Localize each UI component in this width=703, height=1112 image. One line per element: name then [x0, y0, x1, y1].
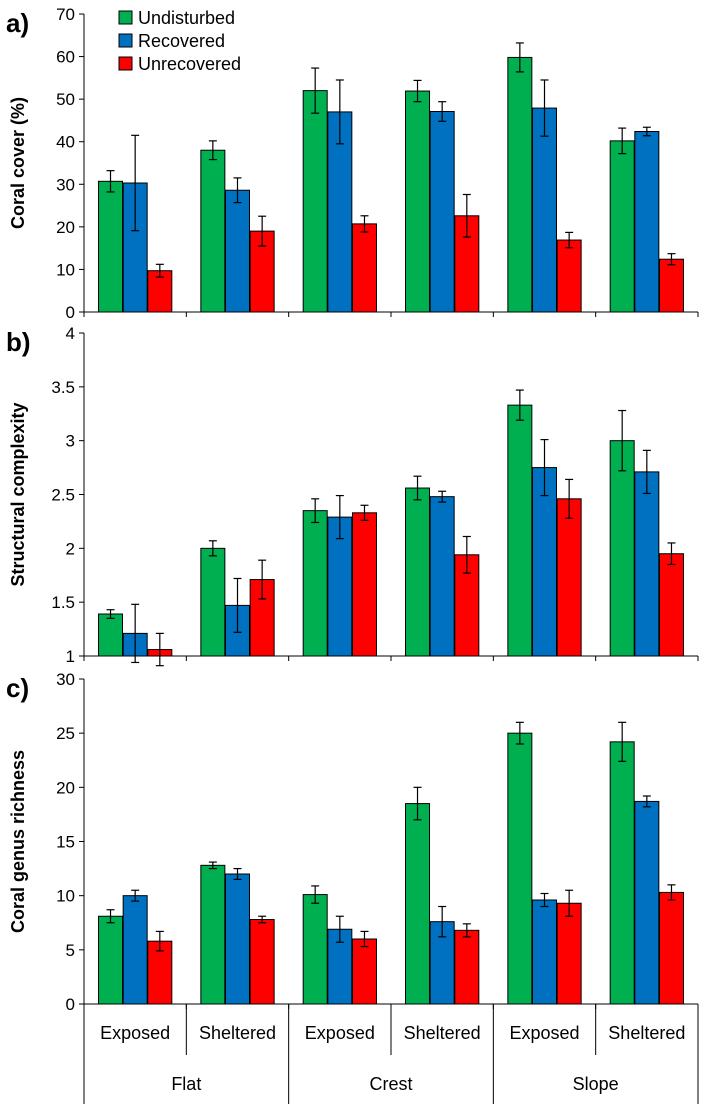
panel-label: b)	[6, 327, 31, 357]
exposure-label: Exposed	[100, 1023, 170, 1043]
bar-unrecovered	[351, 938, 377, 1005]
bar-recovered	[327, 111, 353, 313]
exposure-label: Exposed	[305, 1023, 375, 1043]
bar-undisturbed	[609, 440, 635, 657]
bar-unrecovered	[454, 929, 480, 1005]
y-tick-label: 1.5	[51, 593, 75, 612]
bar-unrecovered	[556, 498, 582, 657]
bar-unrecovered	[556, 239, 582, 313]
y-tick-label: 10	[56, 887, 75, 906]
bar-undisturbed	[98, 915, 124, 1005]
y-tick-label: 10	[56, 260, 75, 279]
bar-unrecovered	[351, 223, 377, 313]
y-axis-title: Structural complexity	[8, 402, 28, 586]
category-axis: Exposed Sheltered Exposed Sheltered Exposed S…	[83, 1004, 699, 1104]
y-tick-label: 15	[56, 833, 75, 852]
exposure-label: Sheltered	[608, 1023, 685, 1043]
panel-label: a)	[6, 8, 29, 38]
legend: Undisturbed Recovered Unrecovered	[118, 8, 241, 74]
bar-unrecovered	[658, 553, 684, 657]
bar-undisturbed	[200, 149, 226, 313]
bar-recovered	[327, 516, 353, 657]
bar-undisturbed	[507, 732, 533, 1005]
y-axis-title: Coral cover (%)	[8, 97, 28, 229]
bar-undisturbed	[302, 894, 328, 1005]
bar-undisturbed	[405, 487, 431, 657]
exposure-label: Exposed	[509, 1023, 579, 1043]
y-tick-label: 2.5	[51, 486, 75, 505]
legend-swatch-undisturbed	[118, 10, 133, 25]
y-tick-label: 40	[56, 133, 75, 152]
legend-label: Undisturbed	[138, 8, 235, 28]
bar-recovered	[532, 107, 557, 313]
y-tick-label: 60	[56, 48, 75, 67]
legend-swatch-unrecovered	[118, 56, 133, 71]
bar-undisturbed	[98, 180, 124, 313]
bar-undisturbed	[405, 803, 431, 1005]
bar-recovered	[634, 471, 660, 657]
y-tick-label: 50	[56, 90, 75, 109]
bar-recovered	[634, 130, 660, 313]
zone-label: Crest	[369, 1074, 412, 1094]
bar-unrecovered	[249, 919, 275, 1005]
y-axis-title: Coral genus richness	[8, 750, 28, 933]
y-tick-label: 5	[66, 941, 75, 960]
panel-label: c)	[6, 673, 29, 703]
bar-undisturbed	[507, 404, 533, 657]
y-tick-label: 30	[56, 175, 75, 194]
y-tick-label: 0	[66, 995, 75, 1014]
bar-undisturbed	[609, 140, 635, 313]
zone-label: Flat	[171, 1074, 201, 1094]
panel-3: c) 0 5 10 15 20 25 30 Coral genus richness	[6, 670, 699, 1014]
bar-undisturbed	[302, 510, 328, 657]
panel-1: a) 0 10 20 30 40 50 60 70 Coral cover (%) Undistur…	[6, 5, 699, 322]
y-tick-label: 3	[66, 432, 75, 451]
bar-undisturbed	[507, 56, 533, 313]
y-tick-label: 4	[66, 324, 75, 343]
bar-unrecovered	[351, 512, 377, 657]
legend-label: Unrecovered	[138, 54, 241, 74]
zone-label: Slope	[573, 1074, 619, 1094]
bar-undisturbed	[98, 613, 124, 657]
bar-recovered	[532, 899, 557, 1005]
legend-swatch-recovered	[118, 33, 133, 48]
bar-undisturbed	[405, 90, 431, 313]
bar-recovered	[429, 110, 455, 313]
bar-undisturbed	[200, 547, 226, 657]
y-tick-label: 0	[66, 303, 75, 322]
panel-2: b) 1 1.5 2 2.5 3 3.5 4 Structural complexity	[6, 324, 699, 667]
bar-undisturbed	[200, 864, 226, 1005]
y-tick-label: 2	[66, 539, 75, 558]
bar-recovered	[634, 800, 660, 1005]
y-tick-label: 25	[56, 724, 75, 743]
legend-label: Recovered	[138, 31, 225, 51]
bar-recovered	[122, 895, 148, 1005]
bar-recovered	[532, 467, 557, 657]
bar-recovered	[225, 873, 250, 1005]
bar-unrecovered	[658, 258, 684, 313]
y-tick-label: 70	[56, 5, 75, 24]
bar-undisturbed	[609, 741, 635, 1005]
bar-recovered	[429, 496, 455, 657]
y-tick-label: 30	[56, 670, 75, 689]
y-tick-label: 20	[56, 778, 75, 797]
bar-recovered	[225, 189, 250, 313]
exposure-label: Sheltered	[199, 1023, 276, 1043]
y-tick-label: 20	[56, 218, 75, 237]
y-tick-label: 3.5	[51, 378, 75, 397]
bar-unrecovered	[556, 902, 582, 1005]
exposure-label: Sheltered	[404, 1023, 481, 1043]
bar-unrecovered	[658, 891, 684, 1005]
bar-undisturbed	[302, 90, 328, 313]
y-tick-label: 1	[66, 647, 75, 666]
